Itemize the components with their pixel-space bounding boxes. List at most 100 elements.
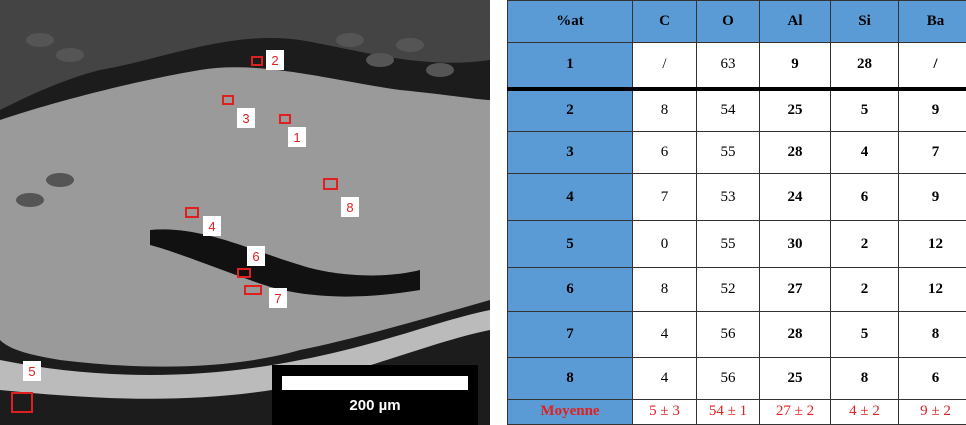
grain [16,193,44,207]
header-cell: Ba [898,0,966,44]
header-cell: O [696,0,760,44]
table-cell: 4 [830,131,899,175]
table-cell: 2 [830,220,899,268]
table-row: 5 0 55 30 2 12 [507,220,966,268]
grain [396,38,424,52]
grain [366,53,394,67]
marker-label: 4 [208,219,215,234]
scale-bar-box [272,365,478,425]
table-cell: 55 [696,131,760,175]
table-cell: 12 [898,220,966,268]
grain [46,173,74,187]
row-label: 8 [507,356,633,400]
table-cell: 25 [759,356,831,400]
marker-box [323,178,338,190]
marker-label: 7 [274,291,281,306]
table-cell: 5 ± 3 [632,398,697,425]
sem-image: 200 µm 1 2 3 4 5 6 7 8 [0,0,490,425]
table-cell: 30 [759,220,831,268]
table-cell: 6 [830,173,899,222]
table-cell: 28 [759,131,831,175]
table-cell: 12 [898,266,966,312]
marker-label-bg [203,216,221,236]
marker-box [185,207,199,218]
table-cell: 55 [696,220,760,268]
table-cell: 0 [632,220,697,268]
row-label: 2 [507,86,633,133]
table-cell: 9 [759,42,831,90]
table-cell: 6 [632,131,697,175]
marker-label-bg [23,361,41,381]
marker-box [279,114,291,124]
row-label: 4 [507,173,633,222]
table-cell: 4 [632,310,697,358]
header-cell: Si [830,0,899,44]
marker-label: 5 [28,364,35,379]
table-cell: 54 ± 1 [696,398,760,425]
marker-label-bg [288,127,306,147]
grain [56,48,84,62]
table-cell: 8 [632,86,697,133]
marker-label: 3 [242,111,249,126]
marker-label: 8 [346,200,353,215]
marker-label-bg [269,288,287,308]
table-cell: 27 [759,266,831,312]
table-cell: 28 [830,42,899,90]
marker-box [222,95,234,105]
grain [336,33,364,47]
scale-bar-label: 200 µm [349,397,400,414]
table-cell: 25 [759,86,831,133]
table-row: 2 8 54 25 5 9 [507,86,966,133]
marker-box [11,392,33,413]
grain [26,33,54,47]
table-cell: 56 [696,310,760,358]
dark-region [0,0,490,110]
table-cell: 5 [830,310,899,358]
table-row: 4 7 53 24 6 9 [507,173,966,222]
marker-label-bg [266,50,284,70]
header-cell: %at [507,0,633,44]
table-cell: 28 [759,310,831,358]
scale-bar [282,376,468,390]
table-cell: 27 ± 2 [759,398,831,425]
marker-box [237,268,251,278]
table-cell: 54 [696,86,760,133]
table-row: 7 4 56 28 5 8 [507,310,966,358]
table-cell: 56 [696,356,760,400]
table-cell: 2 [830,266,899,312]
row-label: 6 [507,266,633,312]
table-cell: 9 [898,86,966,133]
table-cell: 9 ± 2 [898,398,966,425]
table-cell: 7 [898,131,966,175]
table-cell: / [898,42,966,90]
marker-label-bg [247,246,265,266]
table-cell: 8 [830,356,899,400]
row-label: 1 [507,42,633,90]
row-label: Moyenne [507,398,633,425]
marker-label: 6 [252,249,259,264]
table-cell: 4 ± 2 [830,398,899,425]
table-cell: 6 [898,356,966,400]
header-cell: Al [759,0,831,44]
composition-table: %at C O Al Si Ba 1/63 9 28/2 8 54 25 5 9 3 6 55 28 4 7 4 7 53 2… [507,0,966,425]
row-label: 3 [507,131,633,175]
table-row: 3 6 55 28 4 7 [507,131,966,175]
table-cell: / [632,42,697,90]
marker-label: 2 [271,53,278,68]
table-cell: 7 [632,173,697,222]
table-cell: 53 [696,173,760,222]
bright-band [0,310,490,399]
table-cell: 24 [759,173,831,222]
table-row: 1/63 9 28/ [507,42,966,90]
table-cell: 52 [696,266,760,312]
grain [426,63,454,77]
table-cell: 5 [830,86,899,133]
marker-label-bg [341,197,359,217]
table-cell: 63 [696,42,760,90]
header-row: %at C O Al Si Ba [507,0,966,44]
crack [150,229,420,297]
marker-label: 1 [293,130,300,145]
table-row: 8 4 56 25 8 6 [507,356,966,400]
